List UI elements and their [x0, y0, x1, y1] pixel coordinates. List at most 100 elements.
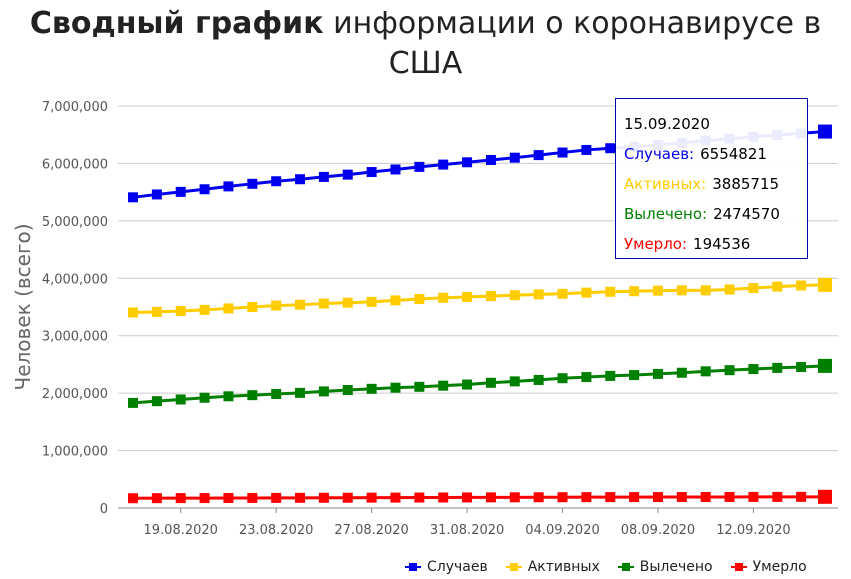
data-point	[414, 161, 425, 172]
y-tick-label: 6,000,000	[42, 157, 108, 172]
data-point	[796, 491, 807, 502]
data-point	[462, 291, 473, 302]
data-point	[199, 392, 210, 403]
y-tick-label: 3,000,000	[42, 330, 108, 345]
chart-legend: Случаев Активных Вылечено Умерло	[405, 557, 807, 577]
data-point	[342, 384, 353, 395]
legend-label: Активных	[527, 559, 600, 575]
data-point	[533, 289, 544, 300]
data-point	[199, 304, 210, 315]
data-point	[175, 186, 186, 197]
series-line-1	[132, 283, 826, 314]
data-point	[724, 365, 735, 376]
data-point	[629, 492, 640, 503]
data-point	[247, 178, 258, 189]
legend-item-deaths[interactable]: Умерло	[730, 557, 807, 577]
data-point	[772, 491, 783, 502]
data-tooltip: 15.09.2020 Случаев: 6554821 Активных: 3885…	[615, 98, 808, 259]
tooltip-row-deaths: Умерло: 194536	[624, 229, 807, 259]
data-point	[366, 383, 377, 394]
data-point	[605, 492, 616, 503]
data-point	[318, 492, 329, 503]
data-point	[199, 493, 210, 504]
data-point	[366, 296, 377, 307]
legend-item-recovered[interactable]: Вылечено	[617, 557, 713, 577]
data-point	[366, 167, 377, 178]
data-point	[581, 287, 592, 298]
data-point	[605, 286, 616, 297]
data-point	[342, 492, 353, 503]
data-point	[772, 281, 783, 292]
data-point	[151, 396, 162, 407]
data-point	[438, 380, 449, 391]
series-line-3	[132, 495, 826, 500]
data-point	[271, 176, 282, 187]
data-point	[175, 493, 186, 504]
data-point	[748, 491, 759, 502]
data-point	[151, 189, 162, 200]
data-point	[509, 492, 520, 503]
data-point	[128, 192, 138, 203]
y-tick-label: 1,000,000	[42, 445, 108, 460]
x-tick-label: 08.09.2020	[621, 523, 695, 538]
data-point	[724, 284, 735, 295]
data-point	[271, 300, 282, 311]
data-point	[485, 154, 496, 165]
data-point	[199, 184, 210, 195]
data-point	[151, 306, 162, 317]
data-point	[295, 174, 306, 185]
legend-item-cases[interactable]: Случаев	[405, 557, 488, 577]
data-point	[247, 390, 258, 401]
data-point	[581, 492, 592, 503]
data-point	[700, 285, 711, 296]
data-point	[438, 159, 449, 170]
legend-item-active[interactable]: Активных	[505, 557, 600, 577]
data-point	[724, 491, 735, 502]
data-point	[676, 492, 687, 503]
data-point	[390, 295, 401, 306]
data-point	[509, 290, 520, 301]
y-tick-label: 7,000,000	[42, 100, 108, 115]
data-point	[485, 377, 496, 388]
tooltip-label: Вылечено:	[624, 205, 708, 223]
data-point	[271, 492, 282, 503]
data-point	[342, 169, 353, 180]
data-point	[295, 299, 306, 310]
legend-label: Случаев	[427, 559, 488, 575]
data-point	[175, 306, 186, 317]
data-point	[629, 286, 640, 297]
tooltip-value: 2474570	[713, 205, 780, 223]
tooltip-date: 15.09.2020	[624, 115, 710, 133]
data-point	[151, 493, 162, 504]
data-point	[223, 391, 234, 402]
data-point	[509, 152, 520, 163]
data-point	[318, 386, 329, 397]
data-point	[485, 291, 496, 302]
data-point	[748, 283, 759, 294]
data-point	[223, 493, 234, 504]
tooltip-row-cases: Случаев: 6554821	[624, 139, 807, 169]
y-tick-label: 4,000,000	[42, 272, 108, 287]
y-tick-label: 0	[100, 502, 108, 517]
legend-swatch	[730, 562, 747, 572]
x-tick-label: 23.08.2020	[239, 523, 313, 538]
data-point	[318, 298, 329, 309]
data-point	[652, 492, 663, 503]
tooltip-value: 6554821	[700, 145, 767, 163]
data-point	[509, 376, 520, 387]
data-point	[676, 367, 687, 378]
data-point	[414, 381, 425, 392]
data-point	[652, 368, 663, 379]
chart-title: Сводный график информации о коронавирусе…	[0, 4, 851, 84]
data-point	[818, 124, 832, 139]
data-point	[772, 362, 783, 373]
data-point	[581, 144, 592, 155]
tooltip-row-recovered: Вылечено: 2474570	[624, 199, 807, 229]
data-point	[128, 493, 138, 504]
x-tick-label: 27.08.2020	[334, 523, 408, 538]
chart-title-bold: Сводный график	[29, 6, 324, 41]
data-point	[533, 374, 544, 385]
x-tick-label: 19.08.2020	[144, 523, 218, 538]
data-point	[295, 492, 306, 503]
